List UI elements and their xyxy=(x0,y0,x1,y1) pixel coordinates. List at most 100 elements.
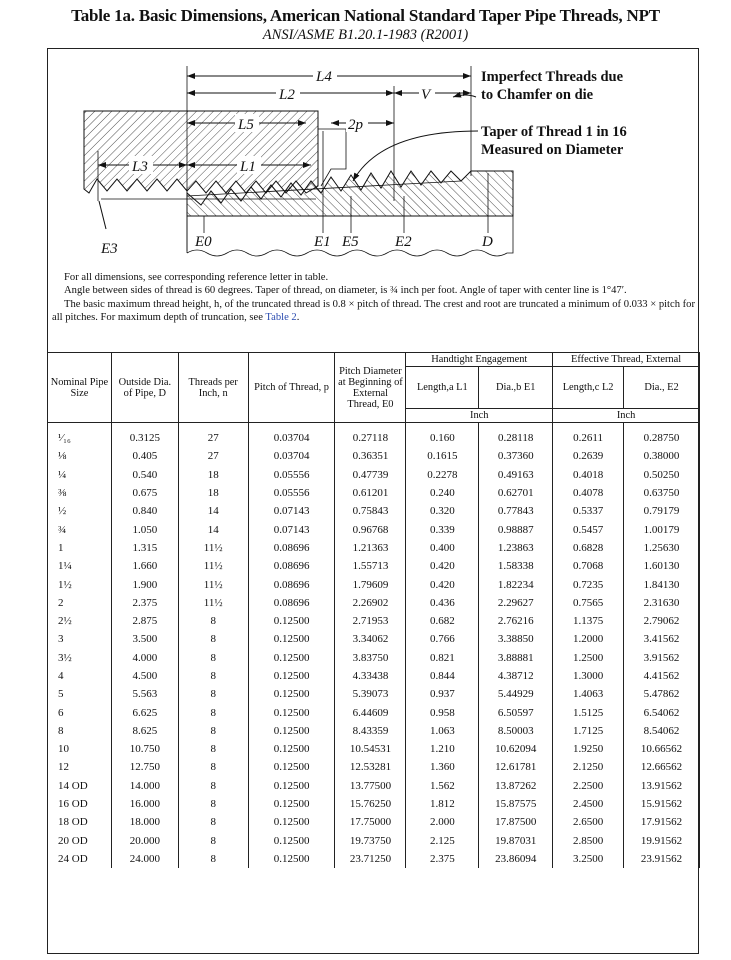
header-pitch: Pitch of Thread, p xyxy=(247,352,336,423)
table-cell: 0.339 xyxy=(405,520,480,539)
table-cell: 11½ xyxy=(177,557,249,576)
table-row: ¾ 1.050 14 0.07143 0.96768 0.339 0.98887 0.5457… xyxy=(47,520,700,539)
table-cell: 3.83750 xyxy=(334,648,407,667)
table-cell: 0.07143 xyxy=(247,502,336,521)
table-cell: 0.1615 xyxy=(405,447,480,466)
table-cell: 3.41562 xyxy=(623,630,700,649)
table-2-link[interactable]: Table 2 xyxy=(265,311,297,323)
label-E2: E2 xyxy=(394,234,412,250)
table-cell: 24.000 xyxy=(110,849,179,869)
table-cell: 0.2639 xyxy=(552,447,625,466)
label-L3: L3 xyxy=(131,159,148,175)
table-cell: 4.500 xyxy=(110,666,179,686)
table-cell: 8 xyxy=(177,703,249,722)
table-cell: 2½ xyxy=(47,611,112,631)
table-cell: 0.12500 xyxy=(247,685,336,704)
table-cell: 1.84130 xyxy=(623,575,700,594)
table-row: ¹⁄₁₆ 0.3125 27 0.03704 0.27118 0.160 0.28118 0.… xyxy=(47,422,700,448)
table-cell: 6 xyxy=(47,703,112,722)
table-cell: 2.375 xyxy=(405,849,480,869)
table-cell: 0.05556 xyxy=(247,465,336,484)
table-cell: 19.91562 xyxy=(623,831,700,850)
table-cell: 4.41562 xyxy=(623,666,700,686)
table-cell: 17.87500 xyxy=(478,813,554,832)
table-cell: 2.125 xyxy=(405,831,480,850)
table-cell: 2 xyxy=(47,593,112,612)
table-cell: 8 xyxy=(177,831,249,850)
callout-taper-1: Taper of Thread 1 in 16 xyxy=(481,124,627,140)
table-cell: 5 xyxy=(47,685,112,704)
table-cell: 3.38850 xyxy=(478,630,554,649)
table-cell: 2.000 xyxy=(405,813,480,832)
notes: For all dimensions, see corresponding re… xyxy=(52,271,696,324)
label-L5: L5 xyxy=(237,117,254,133)
table-cell: 8 xyxy=(177,758,249,777)
table-cell: 0.79179 xyxy=(623,502,700,521)
table-cell: 0.27118 xyxy=(334,422,407,448)
table-cell: 0.28118 xyxy=(478,422,554,448)
table-cell: 17.91562 xyxy=(623,813,700,832)
table-cell: 1.55713 xyxy=(334,557,407,576)
table-cell: 1.1375 xyxy=(552,611,625,631)
table-cell: 0.12500 xyxy=(247,666,336,686)
table-row: 3 3.500 8 0.12500 3.34062 0.766 3.38850 1.2000 3… xyxy=(47,630,700,649)
table-row: 6 6.625 8 0.12500 6.44609 0.958 6.50597 1.5125 6… xyxy=(47,703,700,722)
table-cell: 0.08696 xyxy=(247,538,336,558)
table-cell: 0.7565 xyxy=(552,593,625,612)
table-title: Table 1a. Basic Dimensions, American Nat… xyxy=(71,6,660,25)
table-row: 18 OD 18.000 8 0.12500 17.75000 2.000 17.87500… xyxy=(47,813,700,832)
table-cell: 15.91562 xyxy=(623,794,700,814)
table-cell: 0.5457 xyxy=(552,520,625,539)
table-cell: 10.66562 xyxy=(623,740,700,759)
header-l1: Length,a L1 xyxy=(405,366,480,409)
note-3: The basic maximum thread height, h, of t… xyxy=(52,298,696,323)
table-cell: ⅜ xyxy=(47,483,112,503)
table-cell: 1.315 xyxy=(110,538,179,558)
header-nominal: Nominal Pipe Size xyxy=(47,352,112,423)
table-cell: 1.5125 xyxy=(552,703,625,722)
table-cell: 1.79609 xyxy=(334,575,407,594)
table-cell: 0.400 xyxy=(405,538,480,558)
table-cell: 0.47739 xyxy=(334,465,407,484)
table-cell: 14.000 xyxy=(110,776,179,795)
note-2: Angle between sides of thread is 60 degr… xyxy=(64,285,627,297)
dimensions-table: Nominal Pipe Size Outside Dia. of Pipe, … xyxy=(47,352,700,869)
label-L2: L2 xyxy=(278,87,295,103)
table-cell: 2.71953 xyxy=(334,611,407,631)
table-cell: ½ xyxy=(47,502,112,521)
table-cell: 0.08696 xyxy=(247,593,336,612)
table-cell: 0.07143 xyxy=(247,520,336,539)
table-cell: 0.240 xyxy=(405,483,480,503)
table-cell: 1½ xyxy=(47,575,112,594)
table-cell: 0.61201 xyxy=(334,483,407,503)
table-cell: 10.54531 xyxy=(334,740,407,759)
table-cell: 2.2500 xyxy=(552,776,625,795)
table-cell: 3½ xyxy=(47,648,112,667)
table-cell: 0.4078 xyxy=(552,483,625,503)
table-cell: 0.675 xyxy=(110,483,179,503)
table-cell: 0.840 xyxy=(110,502,179,521)
table-row: 16 OD 16.000 8 0.12500 15.76250 1.812 15.87575… xyxy=(47,794,700,814)
table-cell: 0.28750 xyxy=(623,422,700,448)
table-row: ⅛ 0.405 27 0.03704 0.36351 0.1615 0.37360 0.263… xyxy=(47,447,700,466)
table-frame: L4 L2 V L5 2p L3 L1 E3 E0 E1 E5 E2 D Imp… xyxy=(47,48,700,954)
header-e2: Dia., E2 xyxy=(623,366,700,409)
table-cell: 1.58338 xyxy=(478,557,554,576)
table-cell: 0.77843 xyxy=(478,502,554,521)
label-V: V xyxy=(421,87,432,103)
header-threads: Threads per Inch, n xyxy=(177,352,249,423)
table-cell: 4.38712 xyxy=(478,666,554,686)
table-cell: 11½ xyxy=(177,538,249,558)
table-cell: 1 xyxy=(47,538,112,558)
table-cell: 0.08696 xyxy=(247,575,336,594)
table-cell: 1.063 xyxy=(405,721,480,741)
header-unit-effective: Inch xyxy=(552,408,700,423)
table-cell: 10.62094 xyxy=(478,740,554,759)
table-cell: 0.5337 xyxy=(552,502,625,521)
table-cell: 0.75843 xyxy=(334,502,407,521)
table-row: ¼ 0.540 18 0.05556 0.47739 0.2278 0.49163 0.401… xyxy=(47,465,700,484)
table-cell: 3.34062 xyxy=(334,630,407,649)
table-cell: 0.420 xyxy=(405,557,480,576)
table-cell: 12.750 xyxy=(110,758,179,777)
table-cell: 11½ xyxy=(177,593,249,612)
